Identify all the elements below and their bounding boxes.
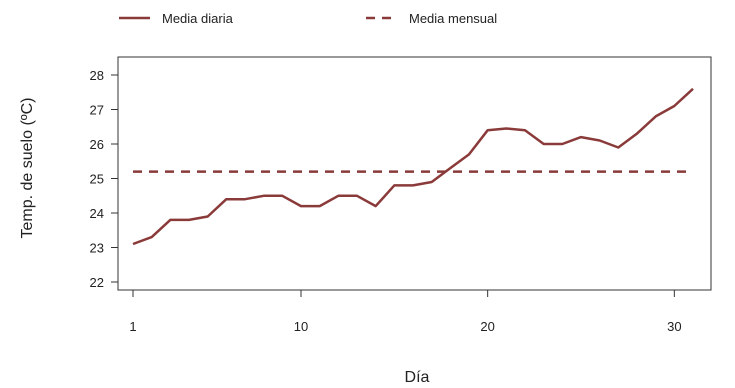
y-tick-label-27: 27 <box>90 103 104 118</box>
y-axis: 22 23 24 25 26 27 28 <box>90 68 118 290</box>
legend: Media diaria Media mensual <box>119 11 497 26</box>
y-tick-label-25: 25 <box>90 172 104 187</box>
y-tick-label-24: 24 <box>90 206 104 221</box>
legend-label-1: Media mensual <box>409 11 497 26</box>
y-tick-label-22: 22 <box>90 275 104 290</box>
plot-frame <box>117 56 712 291</box>
x-axis: 1 10 20 30 <box>129 290 682 334</box>
y-tick-label-26: 26 <box>90 137 104 152</box>
series-group <box>132 87 694 246</box>
x-tick-label-1: 1 <box>129 319 136 334</box>
x-tick-label-30: 30 <box>667 319 681 334</box>
series-daily-mean-line <box>132 87 694 246</box>
x-tick-label-20: 20 <box>480 319 494 334</box>
y-axis-label: Temp. de suelo (ºC) <box>19 97 36 238</box>
legend-label-0: Media diaria <box>162 11 234 26</box>
x-tick-label-10: 10 <box>294 319 308 334</box>
x-axis-label: Día <box>405 369 430 386</box>
y-tick-label-23: 23 <box>90 241 104 256</box>
y-tick-label-28: 28 <box>90 68 104 83</box>
